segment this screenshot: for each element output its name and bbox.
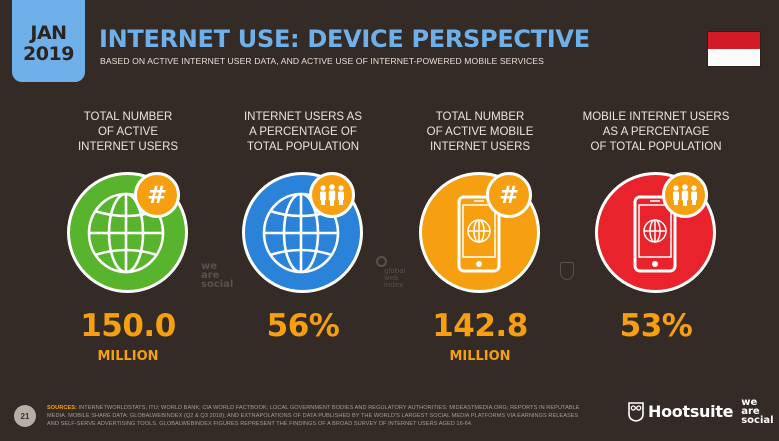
hash-badge: # (134, 172, 180, 218)
stat-value: 53% (619, 308, 693, 344)
flag-white-stripe (708, 49, 760, 66)
stat-label: TOTAL NUMBER OF ACTIVE INTERNET USERS (77, 111, 179, 153)
hootsuite-owl-watermark-icon (560, 262, 574, 280)
stat-value: 142.8 (432, 308, 528, 344)
people-badge (309, 172, 355, 218)
page-subtitle: BASED ON ACTIVE INTERNET USER DATA, AND … (100, 56, 544, 66)
mobile-phone-icon (633, 195, 677, 273)
stat-label: MOBILE INTERNET USERS AS A PERCENTAGE OF… (582, 111, 730, 153)
globalwebindex-watermark: global web index (376, 256, 405, 289)
stat-value: 150.0 (80, 308, 176, 344)
indonesia-flag-icon (708, 32, 760, 66)
date-badge: JAN 2019 (12, 0, 85, 82)
hash-icon: # (146, 181, 168, 209)
people-icon (320, 184, 344, 206)
stat-label: TOTAL NUMBER OF ACTIVE MOBILE INTERNET U… (426, 111, 534, 153)
sources-body: INTERNETWORLDSTATS; ITU; WORLD BANK; CIA… (47, 405, 580, 427)
sources-text: SOURCES: INTERNETWORLDSTATS; ITU; WORLD … (47, 404, 587, 428)
stat-internet-users-percentage: INTERNET USERS AS A PERCENTAGE OF TOTAL … (218, 110, 388, 344)
date-month: JAN (30, 22, 67, 44)
we-are-social-watermark: we are social (201, 261, 234, 290)
stat-label: INTERNET USERS AS A PERCENTAGE OF TOTAL … (243, 111, 362, 153)
gwi-logo-icon (376, 256, 387, 267)
stat-unit: MILLION (449, 349, 511, 364)
hootsuite-logo: Hootsuite (648, 402, 734, 421)
stat-value: 56% (266, 308, 340, 344)
we-are-social-logo: we are social (741, 397, 774, 426)
people-icon (673, 184, 697, 206)
page-number: 21 (14, 405, 36, 427)
hootsuite-owl-icon (628, 401, 644, 422)
footer-logos: Hootsuite we are social (628, 397, 774, 426)
people-badge (662, 172, 708, 218)
stat-total-mobile-internet-users: TOTAL NUMBER OF ACTIVE MOBILE INTERNET U… (395, 110, 565, 364)
stat-unit: MILLION (97, 349, 159, 364)
mobile-phone-icon (457, 195, 501, 273)
stat-total-internet-users: TOTAL NUMBER OF ACTIVE INTERNET USERS # … (43, 110, 213, 364)
globe-icon (262, 192, 340, 274)
date-year: 2019 (23, 43, 74, 65)
hash-badge: # (486, 172, 532, 218)
flag-red-stripe (708, 32, 760, 49)
page-title: INTERNET USE: DEVICE PERSPECTIVE (99, 25, 590, 53)
stat-mobile-internet-users-percentage: MOBILE INTERNET USERS AS A PERCENTAGE OF… (571, 110, 741, 344)
hash-icon: # (498, 181, 520, 209)
sources-label: SOURCES: (47, 405, 77, 411)
